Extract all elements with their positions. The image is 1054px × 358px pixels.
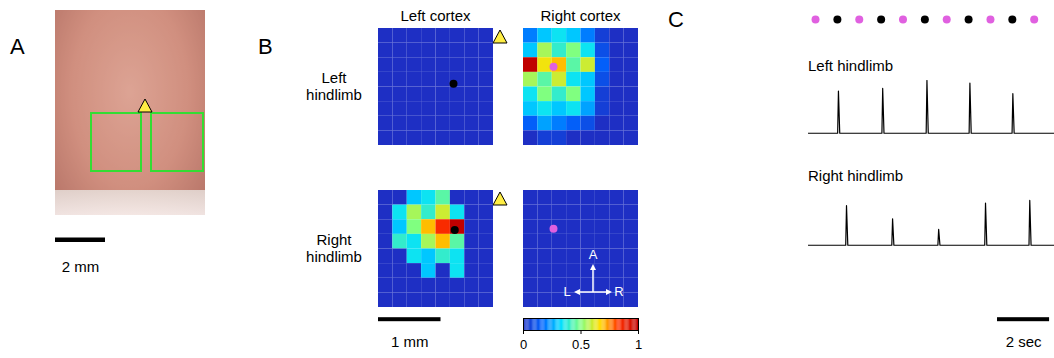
html-text:A: A [10,34,25,59]
svg-text:L: L [563,284,570,299]
svg-text:0.5: 0.5 [572,337,590,352]
html-text:Left cortex: Left cortex [400,7,471,24]
svg-text:A: A [589,247,598,262]
html-text:Left hindlimb: Left hindlimb [808,57,894,74]
svg-text:1: 1 [635,337,642,352]
svg-text:2 mm: 2 mm [62,258,100,275]
svg-text:2 sec: 2 sec [1006,333,1042,350]
html-text:Left hindlimb: Left hindlimb [306,69,362,103]
html-text:C: C [668,7,684,32]
html-text:B: B [258,34,273,59]
svg-text:0: 0 [520,337,527,352]
html-text:Right hindlimb: Right hindlimb [808,167,903,184]
svg-text:1 mm: 1 mm [391,333,429,350]
html-text:Right cortex: Right cortex [540,7,621,24]
html-text:Right hindlimb: Right hindlimb [306,231,362,265]
svg-text:R: R [614,284,623,299]
